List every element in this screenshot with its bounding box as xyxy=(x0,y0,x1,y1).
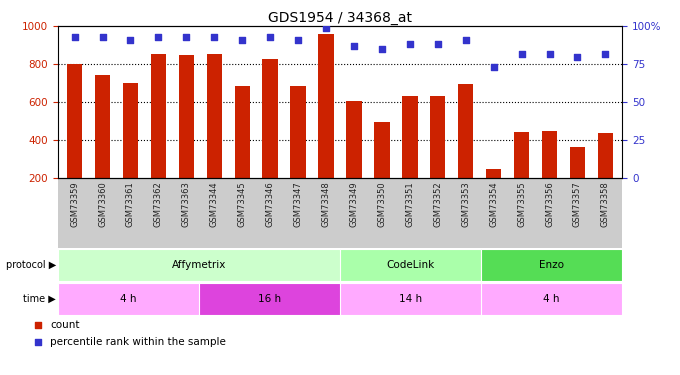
Point xyxy=(270,112,281,118)
Point xyxy=(349,43,360,49)
Text: percentile rank within the sample: percentile rank within the sample xyxy=(50,338,226,347)
Point xyxy=(377,46,388,52)
Point xyxy=(572,54,583,60)
Point xyxy=(181,34,192,40)
Text: count: count xyxy=(50,320,80,330)
Text: protocol ▶: protocol ▶ xyxy=(6,260,56,270)
Point xyxy=(544,51,555,57)
Point xyxy=(270,272,281,278)
Bar xyxy=(179,55,194,216)
Bar xyxy=(67,64,82,216)
Text: 14 h: 14 h xyxy=(399,294,422,304)
Title: GDS1954 / 34368_at: GDS1954 / 34368_at xyxy=(268,11,412,25)
Bar xyxy=(207,54,222,216)
Point xyxy=(488,64,499,70)
Point xyxy=(69,34,80,40)
Text: time ▶: time ▶ xyxy=(23,294,56,304)
Bar xyxy=(402,96,418,216)
Bar xyxy=(235,86,250,216)
Bar xyxy=(123,83,138,216)
Point xyxy=(237,37,248,43)
Text: Enzo: Enzo xyxy=(539,260,564,270)
Bar xyxy=(151,54,166,216)
Point xyxy=(432,42,443,48)
Point xyxy=(125,37,136,43)
Point xyxy=(320,25,331,31)
Bar xyxy=(458,84,473,216)
Bar xyxy=(514,132,529,216)
Text: Affymetrix: Affymetrix xyxy=(172,260,226,270)
Text: CodeLink: CodeLink xyxy=(386,260,435,270)
Bar xyxy=(374,122,390,216)
Bar xyxy=(486,169,501,216)
Bar xyxy=(570,147,585,216)
Point xyxy=(97,34,108,40)
Point xyxy=(600,51,611,57)
Bar xyxy=(95,75,110,216)
Point xyxy=(292,37,303,43)
Bar xyxy=(542,130,557,216)
Bar xyxy=(290,86,306,216)
Bar xyxy=(262,58,278,216)
Point xyxy=(405,42,415,48)
Point xyxy=(265,34,275,40)
Text: 4 h: 4 h xyxy=(120,294,137,304)
Point xyxy=(209,34,220,40)
Bar xyxy=(318,34,334,216)
Point xyxy=(153,34,164,40)
Bar xyxy=(346,101,362,216)
Point xyxy=(516,51,527,57)
Text: 16 h: 16 h xyxy=(258,294,281,304)
Point xyxy=(460,37,471,43)
Text: 4 h: 4 h xyxy=(543,294,560,304)
Bar xyxy=(598,133,613,216)
Bar xyxy=(430,96,445,216)
